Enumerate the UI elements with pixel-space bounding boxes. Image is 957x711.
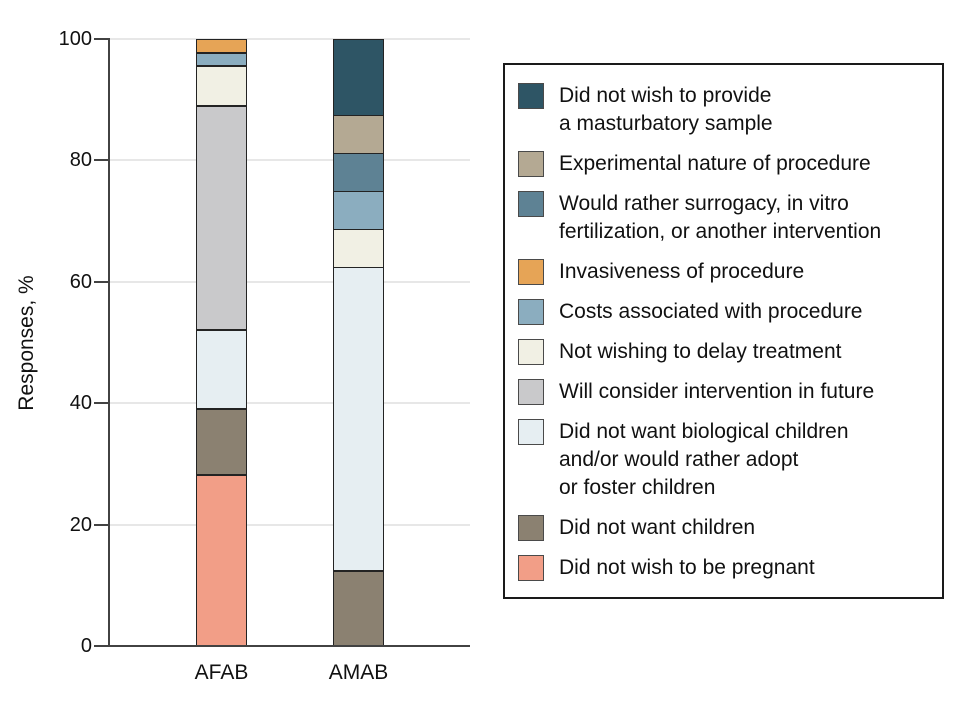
segment-divider	[334, 152, 383, 155]
y-tick-label-20: 20	[69, 513, 92, 536]
legend-item-label: Costs associated with procedure	[559, 298, 863, 326]
segment-divider	[197, 65, 246, 68]
segment	[334, 39, 383, 116]
y-tick-40	[94, 402, 108, 404]
segment-divider	[197, 408, 246, 410]
segment	[334, 191, 383, 230]
legend-label-line: Not wishing to delay treatment	[559, 340, 842, 363]
legend-swatch	[518, 555, 544, 581]
y-tick-80	[94, 159, 108, 161]
segment	[334, 153, 383, 192]
y-tick-100	[94, 37, 108, 40]
segment-divider	[334, 190, 383, 193]
gridline-20	[110, 523, 470, 526]
segment	[334, 571, 383, 647]
bar-segments-amab	[334, 39, 383, 647]
legend-label-line: Experimental nature of procedure	[559, 152, 871, 175]
segment-divider	[334, 266, 383, 269]
segment	[334, 229, 383, 268]
gridline-60	[110, 280, 470, 283]
legend-label-line: Invasiveness of procedure	[559, 260, 805, 283]
legend-label-line: Did not want biological children	[559, 420, 849, 443]
segment	[334, 267, 383, 572]
y-tick-label-0: 0	[80, 635, 92, 657]
legend-label-line: and/or would rather adopt	[559, 448, 799, 471]
segment	[334, 115, 383, 154]
y-axis-title: Responses, %	[15, 275, 38, 411]
legend-swatch	[518, 299, 544, 325]
legend-item: Not wishing to delay treatment	[518, 338, 930, 366]
bar-amab	[333, 38, 384, 647]
legend-item: Will consider intervention in future	[518, 378, 930, 406]
segment-divider	[334, 114, 383, 117]
legend-item: Experimental nature of procedure	[518, 150, 930, 178]
legend: Did not wish to provide a masturbatory sa…	[503, 63, 944, 599]
legend-item-label: Did not want biological children and/or w…	[559, 418, 849, 502]
legend-item-label: Invasiveness of procedure	[559, 258, 804, 286]
segment	[197, 66, 246, 106]
legend-label-line: Did not wish to be pregnant	[559, 556, 815, 579]
legend-item: Costs associated with procedure	[518, 298, 930, 326]
segment	[197, 408, 246, 476]
x-axis-line	[108, 645, 470, 647]
legend-item-label: Did not want children	[559, 514, 755, 542]
legend-label-line: Costs associated with procedure	[559, 300, 863, 323]
legend-label-line: Will consider intervention in future	[559, 380, 875, 403]
segment	[197, 329, 246, 409]
legend-item-label: Would rather surrogacy, in vitro fertiliz…	[559, 190, 881, 246]
segment-divider	[197, 329, 246, 331]
gridline-80	[110, 159, 470, 161]
segment-divider	[334, 228, 383, 231]
legend-swatch	[518, 191, 544, 217]
x-category-label-afab: AFAB	[194, 661, 249, 684]
legend-item-label: Will consider intervention in future	[559, 378, 874, 406]
legend-item-label: Not wishing to delay treatment	[559, 338, 841, 366]
legend-item: Did not want children	[518, 514, 930, 542]
x-category-label-amab: AMAB	[328, 661, 389, 684]
legend-item-label: Did not wish to provide a masturbatory sa…	[559, 82, 773, 138]
bar-afab	[196, 38, 247, 647]
legend-swatch	[518, 515, 544, 541]
legend-item: Did not wish to be pregnant	[518, 554, 930, 582]
segment	[197, 39, 246, 53]
segment	[197, 105, 246, 330]
y-axis-line	[108, 37, 110, 647]
segment-divider	[197, 474, 246, 476]
gridline-40	[110, 402, 470, 404]
gridline-100	[110, 37, 470, 40]
legend-item: Did not want biological children and/or w…	[518, 418, 930, 502]
legend-swatch	[518, 339, 544, 365]
legend-swatch	[518, 419, 544, 445]
legend-item-label: Experimental nature of procedure	[559, 150, 871, 178]
y-tick-label-40: 40	[69, 392, 92, 414]
y-tick-label-80: 80	[69, 149, 92, 171]
legend-label-line: or foster children	[559, 476, 716, 499]
legend-swatch	[518, 83, 544, 109]
legend-label-line: Would rather surrogacy, in vitro	[559, 192, 849, 215]
legend-item: Did not wish to provide a masturbatory sa…	[518, 82, 930, 138]
segment-divider	[197, 52, 246, 54]
segment	[197, 475, 246, 647]
legend-swatch	[518, 151, 544, 177]
segment-divider	[197, 104, 246, 107]
legend-label-line: Did not wish to provide	[559, 84, 772, 107]
legend-item-label: Did not wish to be pregnant	[559, 554, 815, 582]
y-tick-60	[94, 280, 108, 283]
legend-item: Would rather surrogacy, in vitro fertiliz…	[518, 190, 930, 246]
y-tick-20	[94, 523, 108, 526]
y-tick-label-100: 100	[58, 27, 92, 50]
legend-swatch	[518, 379, 544, 405]
segment-divider	[334, 570, 383, 572]
legend-label-line: Did not want children	[559, 516, 756, 539]
legend-swatch	[518, 259, 544, 285]
segment	[197, 52, 246, 67]
y-tick-0	[94, 645, 108, 647]
legend-item: Invasiveness of procedure	[518, 258, 930, 286]
bar-segments-afab	[197, 39, 246, 647]
legend-label-line: a masturbatory sample	[559, 112, 773, 135]
legend-label-line: fertilization, or another intervention	[559, 220, 882, 243]
y-tick-label-60: 60	[69, 270, 92, 293]
